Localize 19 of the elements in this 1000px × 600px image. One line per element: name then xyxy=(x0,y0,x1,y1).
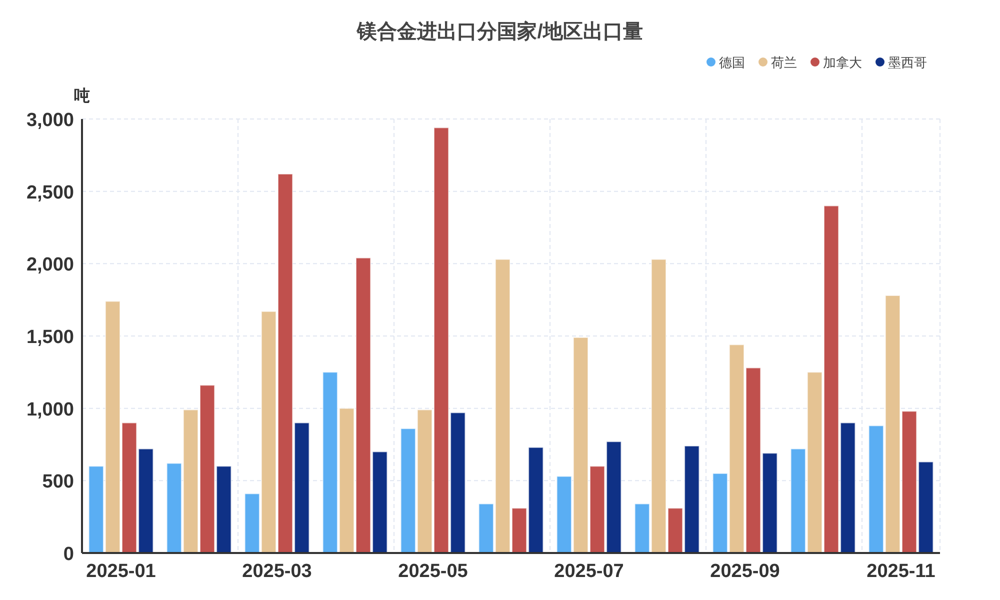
y-tick-label: 3,000 xyxy=(26,110,74,131)
y-tick-label: 1,500 xyxy=(26,327,74,348)
x-tick-label: 2025-05 xyxy=(398,561,468,582)
x-tick-label: 2025-09 xyxy=(710,561,780,582)
y-tick-label: 500 xyxy=(42,472,74,493)
x-tick-label: 2025-03 xyxy=(242,561,312,582)
y-tick-label: 1,000 xyxy=(26,399,74,420)
x-tick-label: 2025-01 xyxy=(86,561,156,582)
y-tick-label: 2,000 xyxy=(26,254,74,276)
legend-label: 德国 xyxy=(719,55,745,70)
legend-label: 加拿大 xyxy=(823,55,862,70)
chart-title: 镁合金进出口分国家/地区出口量 xyxy=(356,20,643,43)
legend-label: 荷兰 xyxy=(771,55,797,70)
legend-label: 墨西哥 xyxy=(888,55,927,70)
y-tick-label: 2,500 xyxy=(26,182,74,204)
x-tick-label: 2025-11 xyxy=(866,561,936,582)
x-tick-label: 2025-07 xyxy=(554,561,624,582)
y-tick-label: 0 xyxy=(63,544,74,565)
y-axis-title: 吨 xyxy=(74,87,90,105)
